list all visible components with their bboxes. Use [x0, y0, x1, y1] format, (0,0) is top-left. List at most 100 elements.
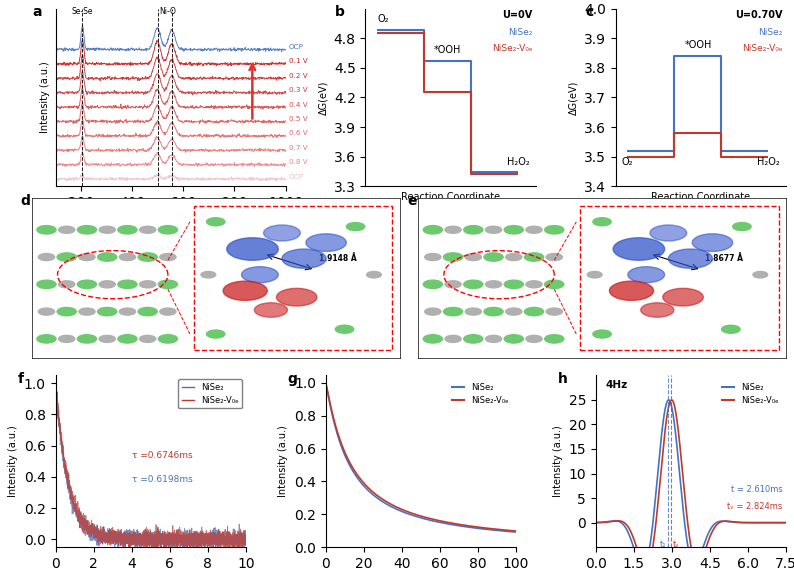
Circle shape [140, 281, 156, 288]
Circle shape [37, 280, 56, 288]
Y-axis label: Intensity (a.u.): Intensity (a.u.) [8, 425, 18, 497]
Text: 0.7 V: 0.7 V [289, 145, 307, 151]
X-axis label: Reaction Coordinate: Reaction Coordinate [651, 192, 750, 202]
Circle shape [57, 253, 76, 261]
Text: 0.5 V: 0.5 V [289, 116, 307, 122]
Circle shape [484, 253, 503, 261]
Circle shape [545, 335, 564, 343]
Circle shape [306, 234, 346, 252]
Circle shape [485, 335, 502, 343]
Circle shape [504, 226, 523, 234]
Circle shape [346, 222, 364, 230]
Y-axis label: Intensity (a.u.): Intensity (a.u.) [553, 425, 563, 497]
Text: *OOH: *OOH [684, 40, 711, 50]
Text: Se-Se: Se-Se [71, 7, 93, 16]
Text: tᵥ: tᵥ [673, 540, 680, 549]
Circle shape [546, 308, 562, 315]
X-axis label: Reaction Coordinate: Reaction Coordinate [401, 192, 500, 202]
Circle shape [57, 308, 76, 316]
Text: τ =0.6746ms: τ =0.6746ms [132, 451, 192, 460]
Circle shape [641, 303, 674, 317]
Circle shape [119, 253, 136, 261]
Circle shape [227, 238, 278, 260]
Circle shape [504, 335, 523, 343]
Text: tᵥ = 2.824ms: tᵥ = 2.824ms [727, 503, 782, 511]
Text: *OOH: *OOH [434, 45, 461, 55]
Circle shape [465, 308, 481, 315]
Circle shape [593, 218, 611, 226]
Text: NiSe₂-V₀ₑ: NiSe₂-V₀ₑ [742, 44, 783, 53]
Y-axis label: ΔG(eV): ΔG(eV) [318, 80, 328, 115]
Text: 0.1 V: 0.1 V [289, 58, 307, 64]
Text: 0.2 V: 0.2 V [289, 73, 307, 79]
Text: t = 2.610ms: t = 2.610ms [730, 485, 782, 494]
Text: a: a [33, 5, 42, 19]
Circle shape [59, 335, 75, 343]
Y-axis label: Intensity (a.u.): Intensity (a.u.) [40, 61, 50, 134]
Text: 0.4 V: 0.4 V [289, 101, 307, 108]
Text: OCP: OCP [289, 44, 303, 50]
Text: Ni-O: Ni-O [160, 7, 176, 16]
Circle shape [201, 272, 216, 278]
Text: 1.9148 Å: 1.9148 Å [318, 254, 357, 263]
Circle shape [753, 272, 768, 278]
Circle shape [545, 280, 564, 288]
Circle shape [423, 280, 442, 288]
Circle shape [465, 253, 481, 261]
Circle shape [118, 226, 137, 234]
Circle shape [525, 253, 544, 261]
Text: U=0.70V: U=0.70V [735, 10, 783, 21]
Circle shape [119, 308, 136, 315]
Circle shape [588, 272, 602, 278]
Circle shape [138, 253, 157, 261]
Circle shape [138, 308, 157, 316]
Legend: NiSe₂, NiSe₂-V₀ₑ: NiSe₂, NiSe₂-V₀ₑ [719, 379, 782, 409]
Circle shape [77, 335, 97, 343]
Circle shape [241, 266, 278, 282]
Circle shape [526, 226, 542, 233]
Text: O₂: O₂ [377, 14, 389, 25]
Circle shape [504, 280, 523, 288]
Circle shape [692, 234, 733, 252]
Circle shape [628, 266, 665, 282]
Circle shape [445, 281, 461, 288]
Circle shape [79, 253, 95, 261]
Circle shape [158, 335, 178, 343]
Circle shape [37, 335, 56, 343]
Circle shape [118, 335, 137, 343]
Text: d: d [21, 194, 31, 209]
Circle shape [335, 325, 353, 333]
Circle shape [223, 281, 268, 300]
Circle shape [593, 330, 611, 338]
Circle shape [264, 225, 300, 241]
Circle shape [484, 308, 503, 316]
Circle shape [650, 225, 687, 241]
Circle shape [444, 308, 463, 316]
Circle shape [160, 308, 176, 315]
Circle shape [733, 222, 751, 230]
Text: g: g [287, 372, 298, 386]
Text: e: e [407, 194, 417, 209]
Circle shape [613, 238, 665, 260]
Text: H₂O₂: H₂O₂ [757, 156, 780, 167]
Legend: NiSe₂, NiSe₂-V₀ₑ: NiSe₂, NiSe₂-V₀ₑ [178, 379, 241, 409]
Circle shape [545, 226, 564, 234]
Circle shape [140, 335, 156, 343]
Text: NiSe₂: NiSe₂ [758, 28, 783, 37]
Circle shape [526, 335, 542, 343]
Circle shape [158, 226, 178, 234]
Circle shape [118, 280, 137, 288]
Circle shape [423, 226, 442, 234]
Circle shape [99, 226, 115, 233]
Circle shape [206, 218, 225, 226]
Circle shape [663, 288, 703, 306]
Circle shape [506, 253, 522, 261]
Circle shape [77, 226, 97, 234]
Circle shape [367, 272, 381, 278]
Circle shape [282, 249, 326, 268]
Text: NiSe₂-V₀ₑ: NiSe₂-V₀ₑ [491, 44, 533, 53]
Circle shape [423, 335, 442, 343]
Circle shape [99, 281, 115, 288]
Text: τ =0.6198ms: τ =0.6198ms [132, 475, 192, 484]
Text: 0.6 V: 0.6 V [289, 131, 307, 136]
